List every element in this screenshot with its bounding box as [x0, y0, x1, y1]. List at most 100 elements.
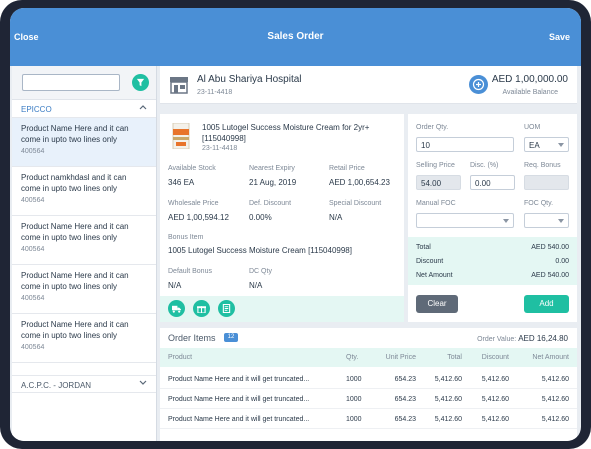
app-screen: Close Sales Order Save EPICCO Product Na…: [10, 8, 581, 441]
available-stock-value: 346 EA: [168, 178, 195, 187]
table-row[interactable]: Product Name Here and it will get trunca…: [160, 370, 577, 389]
available-stock-label: Available Stock: [168, 165, 216, 172]
table-header: Product Qty. Unit Price Total Discount N…: [160, 348, 577, 367]
total-value: AED 540.00: [531, 244, 569, 251]
search-input[interactable]: [22, 74, 120, 91]
product-sidebar: EPICCO Product Name Here and it can come…: [12, 66, 157, 441]
cell-net-amount: 5,412.60: [541, 416, 569, 423]
product-code: 400564: [21, 246, 45, 253]
selling-price-field: 54.00: [416, 175, 461, 190]
chevron-up-icon: [139, 105, 147, 110]
gift-icon: [197, 306, 206, 313]
table-row[interactable]: Product Name Here and it will get trunca…: [160, 410, 577, 429]
product-image: [172, 123, 190, 149]
uom-select[interactable]: EA: [524, 137, 569, 152]
product-name: Product Name Here and it can come in upt…: [21, 271, 129, 291]
selling-price-label: Selling Price: [416, 162, 455, 169]
store-icon: [170, 77, 188, 94]
product-actions: [160, 296, 404, 322]
retail-price-label: Retail Price: [329, 165, 365, 172]
add-button[interactable]: Add: [524, 295, 569, 313]
group-header-epicco[interactable]: EPICCO: [12, 100, 156, 118]
cell-unit-price: 654.23: [394, 396, 416, 403]
search-bar: [12, 66, 156, 100]
retail-price-value: AED 1,00,654.23: [329, 178, 390, 187]
product-name: Product namkhdasl and it can come in upt…: [21, 173, 127, 193]
foc-qty-select[interactable]: [524, 213, 569, 228]
order-qty-input[interactable]: 10: [416, 137, 514, 152]
chevron-down-icon: [503, 219, 509, 223]
cell-qty: 1000: [346, 376, 362, 383]
total-label: Total: [416, 244, 431, 251]
cell-unit-price: 654.23: [394, 376, 416, 383]
clear-button[interactable]: Clear: [416, 295, 458, 313]
cell-total: 5,412.60: [434, 416, 462, 423]
close-button[interactable]: Close: [14, 32, 39, 42]
customer-header: Al Abu Shariya Hospital 23-11-4418 AED 1…: [160, 66, 577, 104]
order-items-panel: Order Items 12 Order Value: AED 16,24.80…: [160, 328, 577, 441]
cell-product: Product Name Here and it will get trunca…: [168, 376, 310, 383]
product-code: 400564: [21, 344, 45, 351]
order-count-badge: 12: [224, 333, 238, 342]
product-name: Product Name Here and it can come in upt…: [21, 124, 129, 144]
discount-label: Discount: [416, 258, 444, 265]
special-discount-label: Special Discount: [329, 200, 382, 207]
product-detail-card: 1005 Lutogel Success Moisture Cream for …: [160, 114, 404, 322]
chevron-down-icon: [558, 219, 564, 223]
product-code: 400564: [21, 148, 45, 155]
dc-qty-value: N/A: [249, 281, 263, 290]
cell-net-amount: 5,412.60: [541, 396, 569, 403]
cell-discount: 5,412.60: [481, 396, 509, 403]
manual-foc-select[interactable]: [416, 213, 514, 228]
nearest-expiry-value: 21 Aug, 2019: [249, 178, 297, 187]
discount-row: Discount 0.00: [416, 258, 569, 265]
col-product: Product: [168, 354, 193, 361]
default-bonus-value: N/A: [168, 281, 182, 290]
def-discount-label: Def. Discount: [249, 200, 292, 207]
delivery-button[interactable]: [168, 300, 185, 317]
cell-total: 5,412.60: [434, 396, 462, 403]
filter-button[interactable]: [132, 74, 149, 91]
balance-icon: [469, 75, 488, 94]
chevron-down-icon: [558, 143, 564, 147]
cell-product: Product Name Here and it will get trunca…: [168, 416, 310, 423]
col-qty: Qty.: [346, 354, 359, 361]
cell-product: Product Name Here and it will get trunca…: [168, 396, 310, 403]
cell-unit-price: 654.23: [394, 416, 416, 423]
disc-input[interactable]: 0.00: [470, 175, 515, 190]
list-item[interactable]: Product Name Here and it can come in upt…: [12, 216, 156, 265]
order-value-label: Order Value:: [477, 336, 517, 343]
save-button[interactable]: Save: [548, 32, 570, 42]
list-item[interactable]: Product Name Here and it can come in upt…: [12, 118, 156, 167]
wholesale-price-label: Wholesale Price: [168, 200, 219, 207]
group-label: A.C.P.C. - JORDAN: [21, 381, 92, 390]
list-item[interactable]: Product Name Here and it can come in upt…: [12, 314, 156, 363]
order-value-amount: AED 16,24.80: [518, 334, 568, 343]
manual-foc-label: Manual FOC: [416, 200, 456, 207]
top-bar: Close Sales Order Save: [10, 8, 581, 66]
col-discount: Discount: [481, 354, 509, 361]
bonus-button[interactable]: [193, 300, 210, 317]
special-discount-value: N/A: [329, 213, 343, 222]
cell-net-amount: 5,412.60: [541, 376, 569, 383]
total-row: Total AED 540.00: [416, 244, 569, 251]
product-title: 1005 Lutogel Success Moisture Cream for …: [202, 123, 370, 143]
uom-value: EA: [529, 141, 540, 150]
cell-discount: 5,412.60: [481, 376, 509, 383]
col-unit-price: Unit Price: [385, 354, 416, 361]
cell-qty: 1000: [346, 416, 362, 423]
product-date: 23-11-4418: [202, 145, 238, 152]
truck-icon: [172, 305, 181, 313]
group-header-acpc-jordan[interactable]: A.C.P.C. - JORDAN: [12, 375, 156, 393]
list-item[interactable]: Product namkhdasl and it can come in upt…: [12, 167, 156, 216]
details-button[interactable]: [218, 300, 235, 317]
table-row[interactable]: Product Name Here and it will get trunca…: [160, 390, 577, 409]
customer-name: Al Abu Shariya Hospital: [197, 74, 302, 85]
disc-label: Disc. (%): [470, 162, 499, 169]
uom-label: UOM: [524, 124, 541, 131]
order-value: Order Value: AED 16,24.80: [477, 334, 568, 343]
default-bonus-label: Default Bonus: [168, 268, 212, 275]
document-icon: [222, 304, 231, 313]
list-item[interactable]: Product Name Here and it can come in upt…: [12, 265, 156, 314]
